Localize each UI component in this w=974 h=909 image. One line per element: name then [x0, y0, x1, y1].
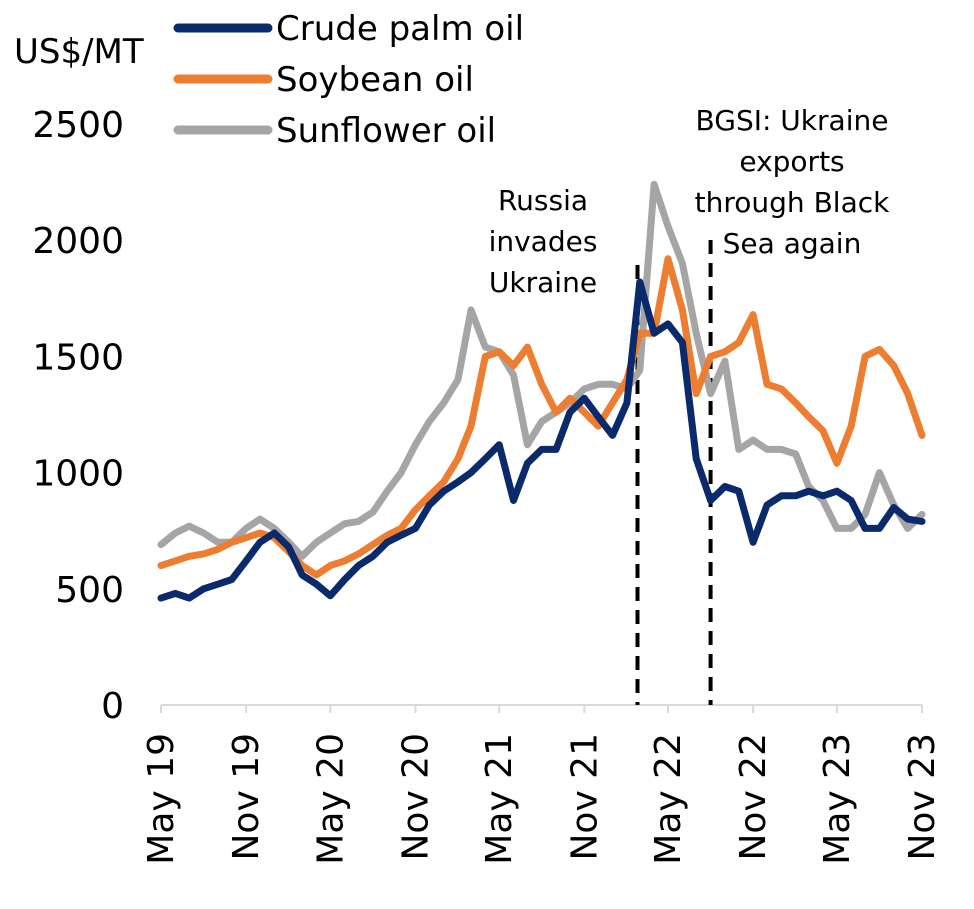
y-axis-unit-label: US$/MT	[14, 32, 144, 72]
x-tick-label: Nov 23	[902, 733, 943, 861]
event-annotation-text: Russia	[498, 184, 588, 217]
event-annotation-text: BGSI: Ukraine	[696, 104, 889, 137]
y-tick-label: 500	[55, 570, 124, 611]
series-line-crude-palm-oil	[157, 278, 926, 602]
legend-label: Sunflower oil	[276, 111, 496, 151]
series-lines	[157, 180, 926, 602]
x-tick-label: Nov 21	[564, 733, 605, 861]
event-annotation-text: Sea again	[723, 227, 862, 260]
x-tick-label: May 21	[479, 733, 520, 865]
x-tick-labels: May 19 Nov 19 May 20 Nov 20 May 21 Nov 21 May …	[141, 705, 943, 865]
x-tick-label: May 20	[310, 733, 351, 865]
x-tick-label: Nov 22	[733, 733, 774, 861]
y-tick-labels: 0 500 1000 1500 2000 2500	[32, 105, 124, 727]
x-tick-label: May 22	[648, 733, 689, 865]
y-tick-label: 1500	[32, 337, 124, 378]
event-annotation-text: exports	[739, 145, 844, 178]
event-annotation-text: invades	[489, 225, 598, 258]
x-tick-label: Nov 19	[226, 733, 267, 861]
x-tick-label: Nov 20	[395, 733, 436, 861]
y-tick-label: 2000	[32, 221, 124, 262]
y-tick-label: 1000	[32, 454, 124, 495]
y-tick-label: 2500	[32, 105, 124, 146]
y-tick-label: 0	[101, 686, 124, 727]
legend-label: Soybean oil	[276, 60, 474, 100]
event-annotation-text: through Black	[695, 186, 890, 219]
event-annotation-text: Ukraine	[489, 266, 597, 299]
x-tick-label: May 19	[141, 733, 182, 865]
legend: Crude palm oil Soybean oil Sunflower oil	[173, 9, 524, 151]
legend-label: Crude palm oil	[276, 9, 524, 49]
x-tick-label: May 23	[817, 733, 858, 865]
